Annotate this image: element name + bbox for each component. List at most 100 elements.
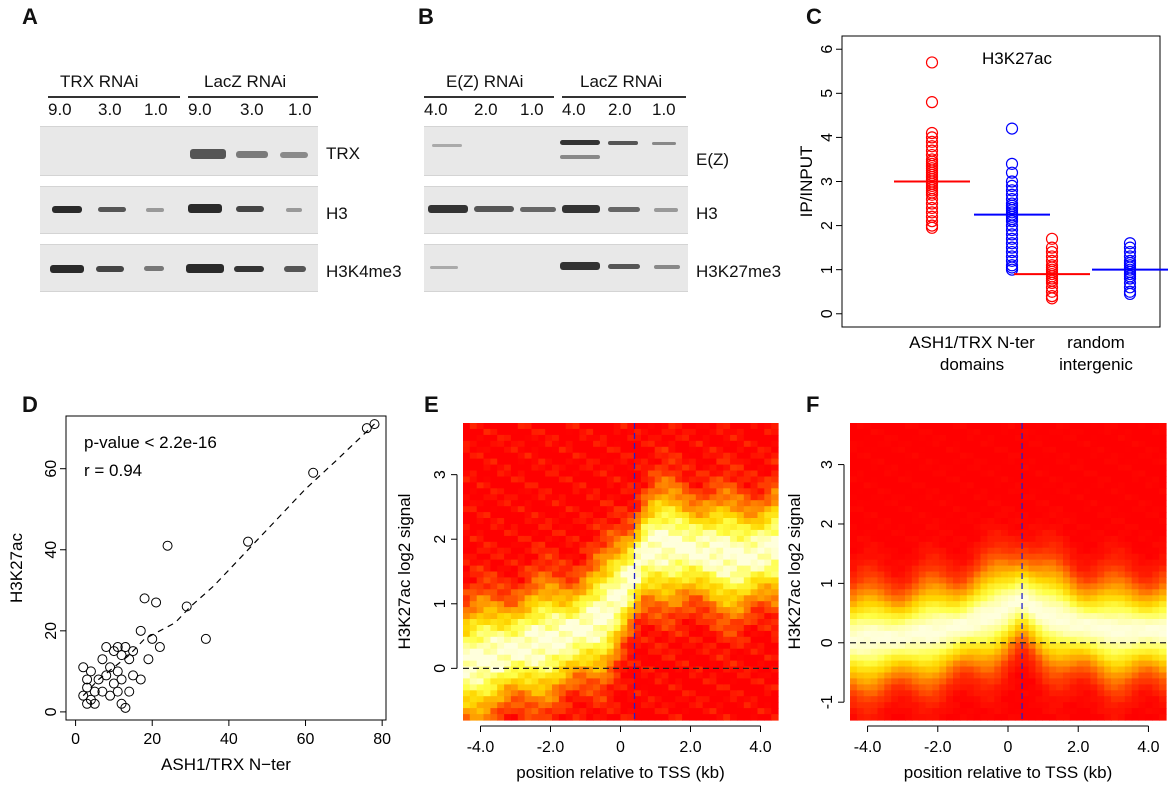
heatmap-cell bbox=[1117, 428, 1126, 436]
heatmap-cell bbox=[510, 488, 519, 495]
heatmap-cell bbox=[600, 607, 608, 614]
x-axis-label: position relative to TSS (kb) bbox=[904, 763, 1113, 782]
heatmap-cell bbox=[661, 524, 669, 531]
heatmap-cell bbox=[531, 524, 539, 531]
heatmap-cell bbox=[668, 577, 676, 584]
heatmap-cell bbox=[870, 506, 879, 513]
heatmap-cell bbox=[689, 529, 697, 537]
heatmap-cell bbox=[959, 672, 968, 679]
heatmap-cell bbox=[987, 470, 995, 477]
heatmap-cell bbox=[925, 512, 934, 519]
heatmap-cell bbox=[870, 648, 879, 656]
data-point bbox=[108, 678, 119, 689]
heatmap-cell bbox=[743, 619, 752, 626]
heatmap-cell bbox=[641, 636, 649, 644]
heatmap-cell bbox=[668, 619, 676, 626]
heatmap-cell bbox=[911, 565, 920, 573]
heatmap-cell bbox=[469, 488, 478, 495]
heatmap-cell bbox=[510, 577, 519, 584]
heatmap-cell bbox=[764, 470, 772, 477]
heatmap-cell bbox=[757, 583, 765, 590]
heatmap-cell bbox=[1049, 648, 1057, 656]
heatmap-cell bbox=[702, 464, 711, 472]
heatmap-cell bbox=[497, 458, 505, 466]
heatmap-cell bbox=[750, 702, 758, 709]
heatmap-cell bbox=[925, 476, 934, 483]
heatmap-cell bbox=[757, 440, 765, 448]
heatmap-cell bbox=[1021, 506, 1030, 513]
heatmap-cell bbox=[1069, 672, 1078, 679]
heatmap-cell bbox=[891, 595, 899, 602]
heatmap-cell bbox=[517, 595, 526, 602]
heatmap-cell bbox=[939, 559, 947, 567]
heatmap-cell bbox=[716, 541, 724, 549]
heatmap-cell bbox=[1056, 500, 1064, 507]
heatmap-cell bbox=[552, 595, 560, 602]
heatmap-cell bbox=[994, 702, 1002, 709]
heatmap-cell bbox=[1159, 589, 1167, 596]
heatmap-cell bbox=[510, 494, 519, 501]
heatmap-cell bbox=[1111, 529, 1119, 537]
heatmap-cell bbox=[1097, 666, 1105, 673]
heatmap-cell bbox=[565, 696, 574, 703]
heatmap-cell bbox=[946, 630, 954, 638]
heatmap-cell bbox=[1083, 672, 1092, 679]
lane-label: 3.0 bbox=[240, 100, 264, 119]
heatmap-cell bbox=[973, 553, 982, 561]
heatmap-cell bbox=[911, 518, 920, 525]
heatmap-cell bbox=[641, 654, 649, 662]
heatmap-cell bbox=[743, 714, 752, 721]
heatmap-cell bbox=[764, 482, 772, 489]
heatmap-cell bbox=[905, 529, 913, 537]
heatmap-cell bbox=[661, 428, 669, 436]
heatmap-cell bbox=[1014, 423, 1023, 430]
heatmap-cell bbox=[1014, 440, 1023, 448]
heatmap-cell bbox=[1049, 642, 1057, 650]
lane-label: 1.0 bbox=[144, 100, 168, 119]
heatmap-cell bbox=[675, 630, 683, 638]
heatmap-cell bbox=[1049, 458, 1057, 466]
heatmap-cell bbox=[1035, 714, 1043, 721]
heatmap-cell bbox=[1008, 500, 1016, 507]
heatmap-cell bbox=[863, 577, 872, 584]
heatmap-cell bbox=[1069, 714, 1078, 721]
y-tick-label: 5 bbox=[819, 89, 836, 98]
heatmap-cell bbox=[647, 423, 656, 430]
heatmap-cell bbox=[620, 428, 628, 436]
heatmap-cell bbox=[600, 708, 608, 715]
heatmap-cell bbox=[1090, 518, 1098, 525]
heatmap-cell bbox=[510, 636, 519, 644]
heatmap-cell bbox=[661, 571, 669, 578]
heatmap-cell bbox=[627, 547, 635, 555]
heatmap-cell bbox=[1049, 571, 1057, 578]
heatmap-cell bbox=[911, 660, 920, 668]
heatmap-cell bbox=[545, 559, 553, 567]
heatmap-cell bbox=[932, 583, 940, 590]
heatmap-cell bbox=[497, 684, 505, 691]
heatmap-cell bbox=[884, 666, 892, 673]
heatmap-cell bbox=[932, 708, 940, 715]
heatmap-cell bbox=[552, 619, 560, 626]
heatmap-cell bbox=[980, 613, 988, 620]
heatmap-cell bbox=[627, 577, 635, 584]
heatmap-cell bbox=[641, 494, 649, 501]
heatmap-cell bbox=[702, 518, 711, 525]
heatmap-cell bbox=[1008, 529, 1016, 537]
heatmap-cell bbox=[973, 428, 982, 436]
heatmap-cell bbox=[524, 434, 532, 442]
heatmap-cell bbox=[709, 601, 717, 608]
heatmap-cell bbox=[702, 625, 711, 632]
heatmap-cell bbox=[1145, 428, 1153, 436]
heatmap-cell bbox=[1090, 470, 1098, 477]
heatmap-cell bbox=[1097, 684, 1105, 691]
heatmap-cell bbox=[654, 482, 663, 489]
heatmap-cell bbox=[702, 660, 711, 668]
heatmap-cell bbox=[634, 648, 642, 656]
heatmap-cell bbox=[538, 529, 546, 537]
heatmap-cell bbox=[1056, 506, 1064, 513]
heatmap-cell bbox=[939, 553, 947, 561]
heatmap-cell bbox=[1001, 428, 1009, 436]
heatmap-cell bbox=[469, 458, 478, 466]
heatmap-cell bbox=[538, 434, 546, 442]
heatmap-cell bbox=[863, 702, 872, 709]
